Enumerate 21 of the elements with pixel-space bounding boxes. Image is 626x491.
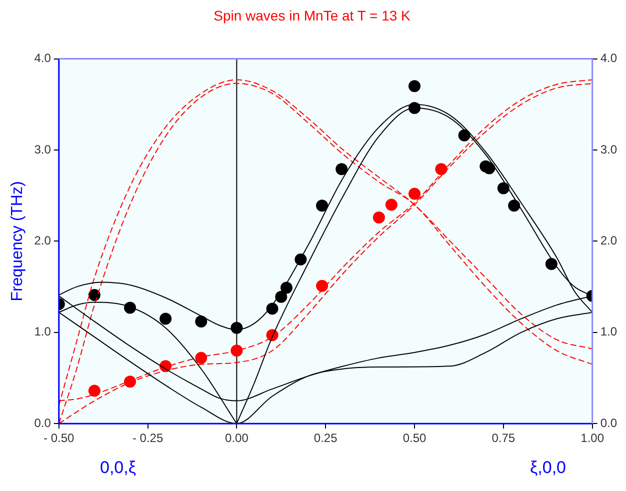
y-tick-label: 4.0 [34,51,52,66]
x-tick-label: 1.00 [580,431,604,446]
y2-tick-label: 1.0 [600,324,618,339]
y2-tick-label: 3.0 [600,142,618,156]
x-tick-label: 0.00 [225,431,249,446]
x-tick-label: - 0.25 [132,431,164,446]
chart-title: Spin waves in MnTe at T = 13 K [214,7,412,24]
y-axis-title: Frequency (THz) [9,181,26,302]
x-tick-label: 0.25 [314,431,338,446]
y2-tick-label: 4.0 [600,51,618,66]
x-tick-label: - 0.50 [44,431,75,446]
text: 0,0,ξ [100,458,136,478]
y-tick-label: 0.0 [34,416,52,430]
x-tick-label: 0.50 [402,431,427,446]
y2-tick-label: 0.0 [600,416,618,430]
x-tick-label: 0.75 [492,431,516,446]
text: ξ,0,0 [530,458,566,478]
y-tick-label: 1.0 [34,324,52,339]
y-tick-label: 2.0 [34,234,52,248]
y2-tick-label: 2.0 [600,234,618,248]
y-tick-label: 3.0 [34,142,52,156]
